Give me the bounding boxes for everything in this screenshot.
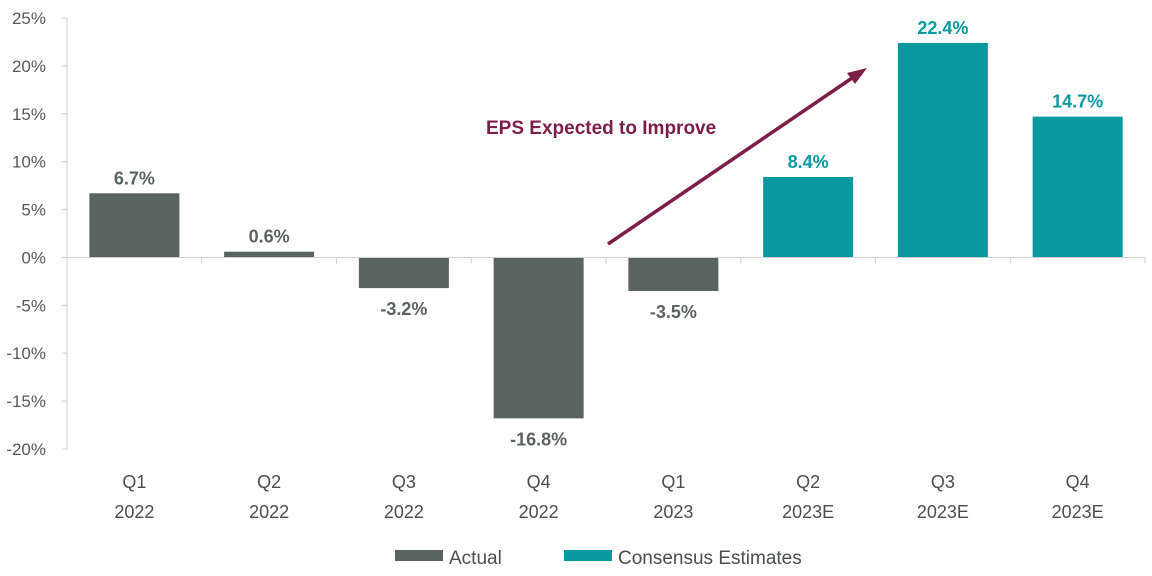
x-tick-label: 2022 [114, 502, 154, 522]
x-axis: Q1 2022 Q2 2022 Q3 2022 Q4 2022 Q1 2023 Q2 2023E Q3 2… [66, 256, 1146, 522]
annotation: EPS Expected to Improve [486, 68, 867, 246]
x-tick-label: Q3 [392, 472, 416, 492]
bar [628, 257, 719, 291]
bar [1032, 116, 1123, 258]
y-tick-label: 15% [12, 105, 46, 124]
annotation-arrowhead [847, 68, 867, 84]
x-tick-label: Q1 [661, 472, 685, 492]
x-tick-label: Q2 [257, 472, 281, 492]
y-tick-label: 5% [21, 201, 46, 220]
data-label: 14.7% [1052, 92, 1103, 112]
bar [358, 257, 449, 289]
data-label: 6.7% [114, 168, 155, 188]
legend-label: Consensus Estimates [618, 548, 802, 569]
x-tick-label: 2023E [782, 502, 834, 522]
y-tick-label: 10% [12, 153, 46, 172]
bar [897, 42, 988, 258]
y-tick-label: 25% [12, 9, 46, 28]
legend-label: Actual [449, 548, 502, 569]
legend-swatch [564, 550, 612, 561]
x-tick-label: Q4 [527, 472, 551, 492]
bar [89, 193, 180, 258]
bar [763, 176, 854, 258]
bars [89, 42, 1123, 419]
data-label: -16.8% [510, 429, 567, 449]
data-labels: 6.7% 0.6% -3.2% -16.8% -3.5% 8.4% 22.4% 14.7% [114, 18, 1103, 449]
bar [493, 257, 584, 419]
x-tick-label: 2023E [917, 502, 969, 522]
data-label: -3.2% [380, 299, 427, 319]
y-tick-label: 20% [12, 57, 46, 76]
y-tick-label: -20% [6, 440, 46, 459]
legend: Actual Consensus Estimates [395, 548, 802, 569]
data-label: 0.6% [249, 227, 290, 247]
x-tick-label: Q3 [931, 472, 955, 492]
data-label: 22.4% [917, 18, 968, 38]
x-tick-label: Q4 [1066, 472, 1090, 492]
x-tick-label: 2022 [519, 502, 559, 522]
y-tick-label: -10% [6, 344, 46, 363]
annotation-text: EPS Expected to Improve [486, 118, 716, 139]
data-label: -3.5% [650, 302, 697, 322]
x-tick-label: Q1 [122, 472, 146, 492]
x-tick-label: Q2 [796, 472, 820, 492]
x-tick-label: 2023 [653, 502, 693, 522]
x-tick-label: 2022 [249, 502, 289, 522]
legend-swatch [395, 550, 443, 561]
x-tick-label: 2023E [1052, 502, 1104, 522]
bar [224, 251, 315, 258]
data-label: 8.4% [788, 152, 829, 172]
y-tick-label: -5% [16, 296, 46, 315]
x-tick-label: 2022 [384, 502, 424, 522]
y-tick-label: 0% [21, 248, 46, 267]
annotation-arrow [607, 72, 859, 246]
y-tick-label: -15% [6, 392, 46, 411]
y-axis: 25% 20% 15% 10% 5% 0% -5% -10% -15% -20% [6, 9, 68, 459]
